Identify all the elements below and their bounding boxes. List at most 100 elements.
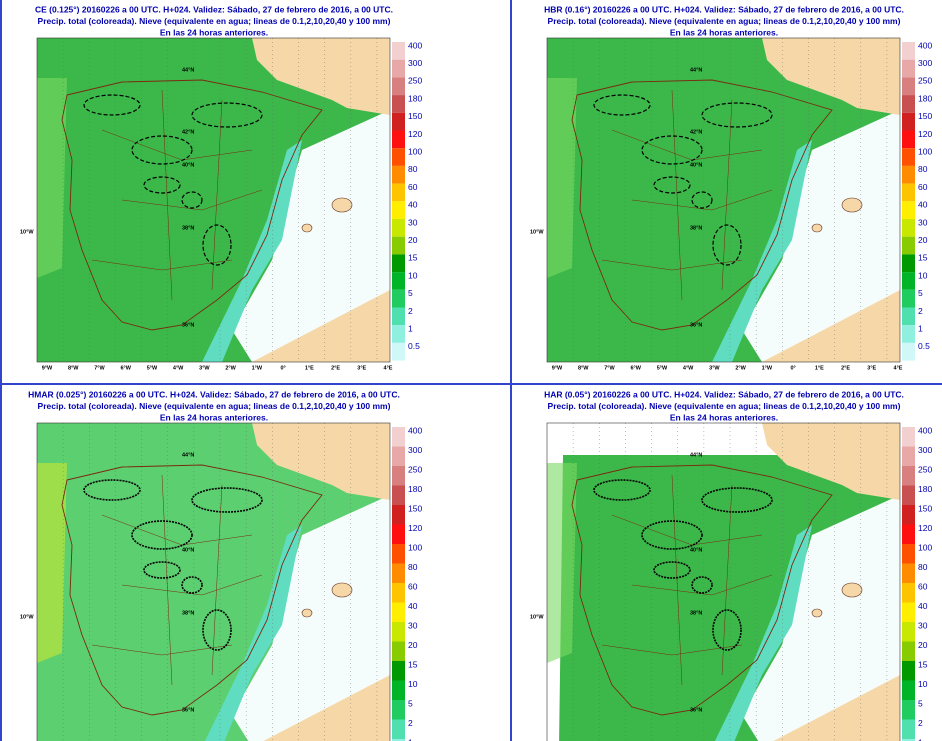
- colorbar-label: 250: [918, 76, 932, 86]
- divider: [0, 0, 2, 741]
- map-france: [252, 38, 390, 115]
- map-mediterranean: [232, 495, 390, 741]
- colorbar-swatch: [902, 466, 915, 486]
- region-border: [671, 474, 683, 686]
- colorbar-label: 0.5: [918, 341, 930, 351]
- snow-contour: [181, 576, 203, 594]
- snow-contour: [641, 520, 703, 550]
- lon-label: 10°W: [530, 614, 544, 620]
- colorbar-label: 40: [408, 601, 418, 611]
- map-africa: [762, 290, 900, 362]
- colorbar-label: 150: [408, 503, 422, 513]
- lat-label: 38°N: [690, 610, 702, 616]
- lon-label: 0°: [280, 365, 285, 371]
- panel-title: Precip. total (coloreada). Nieve (equiva…: [38, 16, 391, 26]
- lon-label: 3°W: [709, 365, 720, 371]
- colorbar-swatch: [392, 342, 405, 361]
- snow-contour: [131, 135, 193, 165]
- island: [301, 223, 313, 233]
- lat-label: 40°N: [690, 162, 702, 168]
- snow-contour: [691, 576, 713, 594]
- colorbar-label: 30: [408, 217, 418, 227]
- snow-contour: [653, 176, 691, 194]
- lon-label: 5°W: [657, 365, 668, 371]
- lon-label: 3°E: [357, 365, 366, 371]
- lon-label: 1°E: [815, 365, 824, 371]
- panel-title: HBR (0.16°) 20160226 a 00 UTC. H+024. Va…: [544, 4, 904, 14]
- lon-label: 0°: [790, 365, 795, 371]
- colorbar-swatch: [392, 583, 405, 603]
- lat-label: 42°N: [690, 129, 702, 135]
- colorbar-label: 180: [408, 93, 422, 103]
- colorbar-label: 10: [408, 679, 418, 689]
- colorbar-swatch: [392, 427, 405, 447]
- colorbar-label: 80: [918, 562, 928, 572]
- colorbar-swatch: [902, 602, 915, 622]
- colorbar-swatch: [902, 622, 915, 642]
- map-west-sea: [37, 78, 67, 278]
- colorbar-label: 150: [408, 111, 422, 121]
- lat-label: 36°N: [182, 322, 194, 328]
- lon-label: 10°W: [20, 614, 34, 620]
- colorbar-label: 10: [918, 679, 928, 689]
- snow-contour: [653, 561, 691, 579]
- island: [811, 608, 823, 618]
- map-france: [762, 423, 900, 500]
- colorbar-label: 120: [408, 129, 422, 139]
- lon-label: 4°W: [683, 365, 694, 371]
- colorbar-swatch: [392, 446, 405, 466]
- snow-contour: [83, 479, 141, 501]
- colorbar-swatch: [392, 700, 405, 720]
- map-panel: HBR (0.16°) 20160226 a 00 UTC. H+024. Va…: [530, 4, 932, 371]
- region-border: [631, 189, 773, 211]
- colorbar-label: 30: [918, 217, 928, 227]
- colorbar-swatch: [902, 641, 915, 661]
- colorbar-label: 250: [918, 464, 932, 474]
- snow-contour: [83, 94, 141, 116]
- colorbar-swatch: [902, 739, 915, 741]
- snow-contour: [593, 479, 651, 501]
- colorbar-swatch: [392, 95, 405, 113]
- colorbar-swatch: [902, 201, 915, 219]
- region-border: [631, 574, 773, 596]
- lat-label: 40°N: [182, 547, 194, 553]
- colorbar-label: 10: [408, 270, 418, 280]
- lon-label: 8°W: [578, 365, 589, 371]
- lon-label: 4°W: [173, 365, 184, 371]
- lon-label: 1°E: [305, 365, 314, 371]
- colorbar-label: 40: [408, 200, 418, 210]
- colorbar-swatch: [902, 165, 915, 184]
- colorbar-swatch: [902, 183, 915, 202]
- colorbar-swatch: [902, 236, 915, 255]
- colorbar-swatch: [902, 112, 915, 131]
- lat-label: 38°N: [182, 610, 194, 616]
- colorbar-label: 300: [918, 58, 932, 68]
- lon-label: 2°E: [331, 365, 340, 371]
- colorbar-label: 2: [918, 718, 923, 728]
- colorbar-swatch: [392, 641, 405, 661]
- map-africa: [773, 675, 900, 741]
- coastline: [571, 464, 833, 716]
- colorbar-label: 120: [918, 129, 932, 139]
- colorbar-label: 1: [408, 737, 413, 741]
- colorbar-swatch: [392, 130, 405, 149]
- colorbar-label: 2: [918, 306, 923, 316]
- colorbar-swatch: [392, 42, 405, 60]
- snow-contour: [191, 487, 263, 513]
- lat-label: 36°N: [690, 322, 702, 328]
- panel-title: CE (0.125°) 20160226 a 00 UTC. H+024. Va…: [35, 4, 393, 14]
- lat-label: 44°N: [182, 67, 194, 73]
- lon-label: 2°W: [735, 365, 746, 371]
- island: [331, 197, 353, 213]
- colorbar-label: 400: [918, 425, 932, 435]
- lat-label: 40°N: [690, 547, 702, 553]
- snow-contour: [701, 487, 773, 513]
- island: [841, 582, 863, 598]
- colorbar-swatch: [392, 272, 405, 290]
- lon-label: 9°W: [42, 365, 53, 371]
- snow-contour: [131, 520, 193, 550]
- snow-contour: [143, 561, 181, 579]
- colorbar-label: 150: [918, 503, 932, 513]
- lat-label: 44°N: [690, 67, 702, 73]
- snow-contour: [641, 135, 703, 165]
